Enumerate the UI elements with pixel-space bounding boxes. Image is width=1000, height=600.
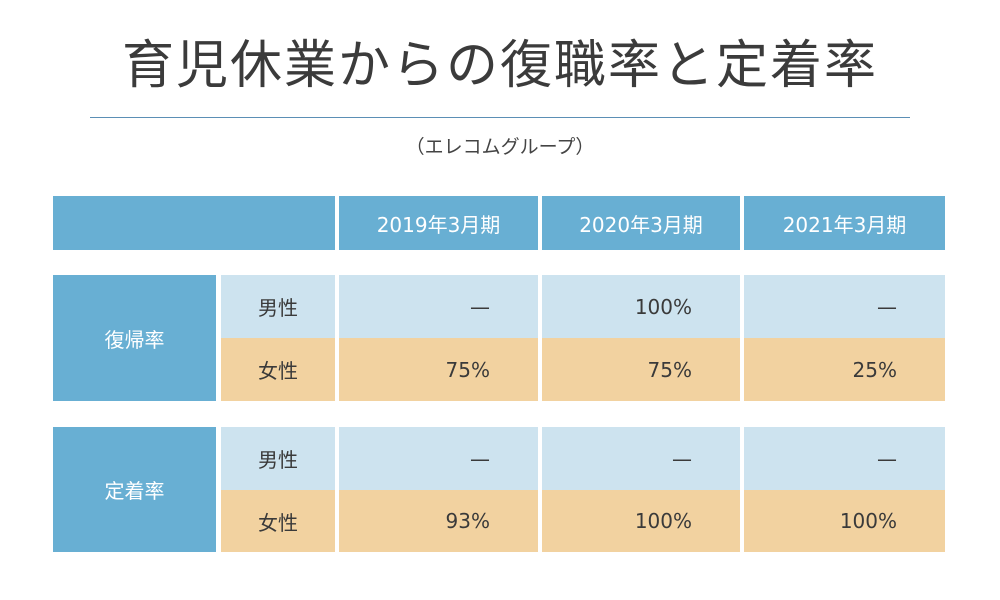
table-cell: — — [744, 427, 945, 490]
header-corner-cell — [53, 196, 335, 250]
table-cell: 93% — [339, 490, 538, 552]
page-title: 育児休業からの復職率と定着率 — [121, 36, 878, 96]
table-cell: 100% — [542, 490, 740, 552]
title-divider — [90, 117, 910, 118]
table-cell: 25% — [744, 338, 945, 401]
table-cell: 100% — [542, 275, 740, 338]
table-cell: 100% — [744, 490, 945, 552]
column-header: 2020年3月期 — [542, 196, 740, 250]
column-header: 2019年3月期 — [339, 196, 538, 250]
page-subtitle: （エレコムグループ） — [405, 136, 595, 158]
table-cell: — — [744, 275, 945, 338]
row-label-female: 女性 — [221, 490, 335, 552]
table-cell: 75% — [339, 338, 538, 401]
table-cell: — — [542, 427, 740, 490]
table-cell: 75% — [542, 338, 740, 401]
group-label-return-rate: 復帰率 — [53, 275, 216, 401]
column-header: 2021年3月期 — [744, 196, 945, 250]
row-label-female: 女性 — [221, 338, 335, 401]
group-label-retention-rate: 定着率 — [53, 427, 216, 552]
row-label-male: 男性 — [221, 427, 335, 490]
table-cell: — — [339, 275, 538, 338]
table-cell: — — [339, 427, 538, 490]
row-label-male: 男性 — [221, 275, 335, 338]
